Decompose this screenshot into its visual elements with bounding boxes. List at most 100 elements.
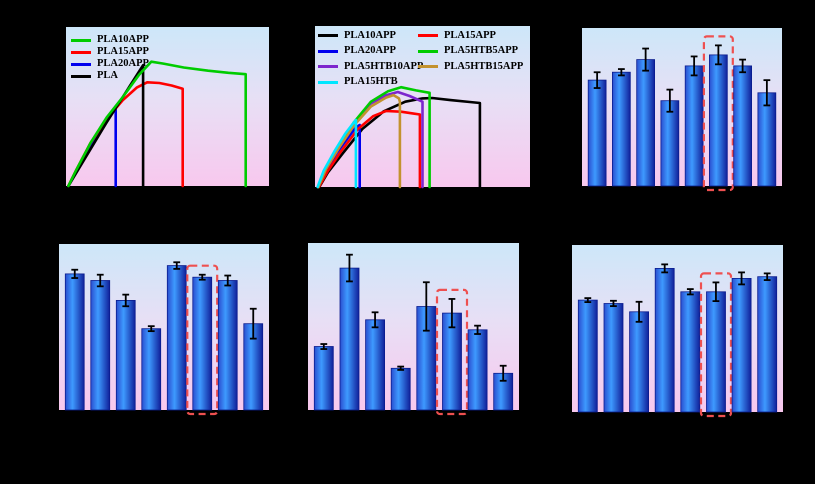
- error-bar: [690, 55, 698, 77]
- panel-d-bar-plot: [59, 244, 269, 416]
- bar: [611, 71, 631, 187]
- bar: [636, 59, 656, 187]
- legend-item: PLA10APP: [318, 28, 418, 44]
- bar: [757, 276, 778, 413]
- panel-b-chart: [316, 85, 482, 189]
- error-bar: [249, 307, 257, 340]
- legend-item: PLA15HTB: [318, 75, 418, 91]
- legend-item: PLA5HTB15APP: [418, 59, 523, 75]
- bar: [603, 303, 624, 413]
- legend-item: PLA: [71, 70, 149, 82]
- error-bar: [122, 293, 130, 308]
- error-bar: [320, 343, 328, 350]
- legend-line-swatch: [318, 34, 338, 38]
- bar: [733, 65, 752, 187]
- panel-f-chart: [577, 263, 778, 418]
- legend-item: PLA5HTB5APP: [418, 44, 523, 60]
- bar: [467, 329, 488, 411]
- series-line-PLA10APP: [67, 60, 247, 188]
- error-bar: [686, 288, 694, 296]
- highlight-dashed-box: [699, 272, 733, 418]
- legend-label: PLA5HTB10APP: [344, 60, 424, 72]
- error-bar: [763, 272, 771, 281]
- bar: [166, 265, 187, 411]
- series-line-PLA10APP: [318, 96, 482, 189]
- bar: [217, 280, 238, 411]
- legend-line-swatch: [71, 62, 91, 66]
- error-bar: [593, 71, 601, 89]
- legend-item: PLA15APP: [418, 28, 523, 44]
- legend-line-swatch: [318, 49, 338, 53]
- legend-item: PLA15APP: [71, 46, 149, 58]
- error-bar: [422, 281, 430, 332]
- series-line-PLA5HTB15APP: [316, 93, 402, 189]
- panel-e-bar-plot: [308, 243, 519, 416]
- bar: [587, 79, 607, 187]
- bar: [660, 100, 680, 187]
- bar: [706, 291, 726, 413]
- legend-label: PLA15HTB: [344, 76, 398, 87]
- legend-item: PLA5HTB10APP: [318, 59, 423, 75]
- legend-line-swatch: [71, 38, 91, 42]
- error-bar: [147, 325, 155, 333]
- legend-label: PLA15APP: [97, 45, 149, 57]
- error-bar: [738, 271, 745, 286]
- error-bar: [474, 324, 481, 335]
- panel-b-legend: PLA10APP PLA20APP PLA5HTB10APP PLA15HTB: [318, 28, 523, 90]
- error-bar: [617, 68, 625, 77]
- error-bar: [198, 273, 206, 281]
- legend-label: PLA20APP: [344, 45, 396, 56]
- panel-d-chart: [64, 261, 264, 416]
- legend-item: PLA10APP: [71, 34, 149, 46]
- panel-b-stress-strain-plot: PLA10APP PLA20APP PLA5HTB10APP PLA15HTB: [315, 26, 530, 189]
- error-bar: [610, 299, 617, 308]
- legend-item: PLA20APP: [71, 58, 149, 70]
- bar: [390, 367, 411, 411]
- series-line-PLA15APP: [317, 109, 422, 189]
- bar: [90, 280, 111, 411]
- legend-line-swatch: [71, 50, 91, 54]
- highlight-dashed-box: [702, 35, 734, 192]
- bar: [757, 92, 777, 187]
- bar: [684, 65, 704, 187]
- bar: [115, 300, 136, 411]
- bar: [313, 346, 334, 411]
- error-bar: [763, 79, 771, 107]
- bar: [629, 311, 649, 413]
- series-line-PLA15APP: [67, 81, 184, 188]
- legend-line-swatch: [418, 49, 438, 53]
- panel-e-chart: [313, 253, 514, 416]
- error-bar: [642, 47, 650, 72]
- error-bar: [346, 253, 353, 283]
- error-bar: [224, 274, 232, 287]
- error-bar: [397, 365, 405, 371]
- legend-label: PLA15APP: [444, 29, 496, 41]
- bar: [731, 278, 752, 413]
- bar: [709, 54, 728, 187]
- legend-label: PLA10APP: [344, 29, 396, 41]
- bar: [339, 267, 360, 411]
- error-bar: [661, 263, 669, 274]
- legend-label: PLA: [97, 69, 118, 81]
- legend-column-2: PLA15APP PLA5HTB5APP PLA5HTB15APP: [418, 28, 523, 90]
- legend-line-swatch: [418, 34, 438, 38]
- bar: [365, 319, 385, 411]
- error-bar: [448, 298, 456, 329]
- error-bar: [714, 44, 722, 66]
- bar: [64, 273, 85, 411]
- panel-c-chart: [587, 35, 777, 192]
- legend-line-swatch: [318, 80, 338, 84]
- bar: [577, 299, 598, 413]
- bar: [192, 276, 213, 411]
- panel-a-chart: [67, 60, 247, 188]
- bar: [654, 267, 675, 413]
- error-bar: [712, 281, 720, 303]
- error-bar: [71, 268, 79, 279]
- legend-column-1: PLA10APP PLA20APP PLA5HTB10APP PLA15HTB: [318, 28, 423, 91]
- legend-label: PLA5HTB15APP: [444, 60, 524, 72]
- panel-a-stress-strain-plot: PLA10APP PLA15APP PLA20APP PLA: [66, 27, 269, 188]
- error-bar: [499, 364, 507, 382]
- error-bar: [666, 88, 674, 113]
- legend-line-swatch: [71, 74, 91, 78]
- panel-f-bar-plot: [572, 245, 783, 418]
